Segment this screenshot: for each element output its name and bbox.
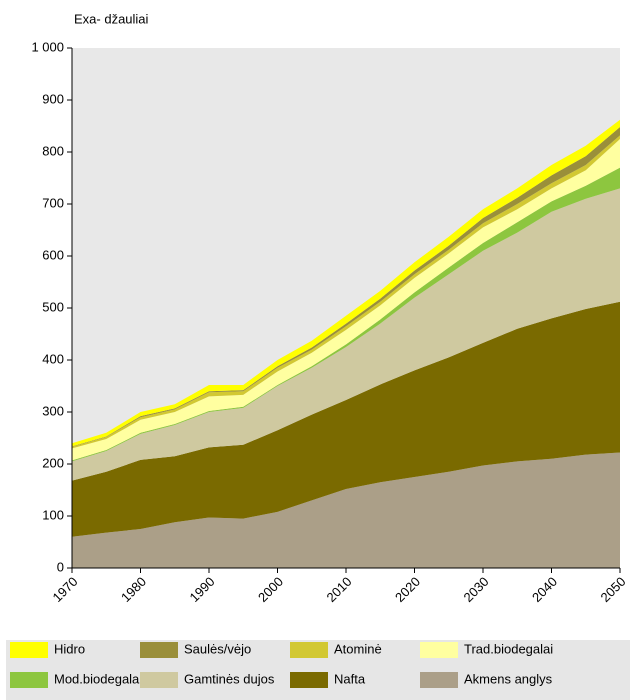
legend-label: Nafta xyxy=(334,671,366,686)
legend-label: Hidro xyxy=(54,641,85,656)
x-tick-label: 2000 xyxy=(255,574,286,605)
y-tick-label: 700 xyxy=(42,195,64,210)
y-tick-label: 800 xyxy=(42,143,64,158)
legend-label: Akmens anglys xyxy=(464,671,553,686)
y-tick-label: 500 xyxy=(42,299,64,314)
legend-swatch xyxy=(290,672,328,688)
area xyxy=(72,188,620,481)
y-tick-label: 200 xyxy=(42,455,64,470)
area xyxy=(72,167,620,462)
x-tick-label: 1970 xyxy=(49,574,80,605)
legend-label: Mod.biodegalai xyxy=(54,671,142,686)
legend-swatch xyxy=(10,642,48,658)
legend-label: Trad.biodegalai xyxy=(464,641,553,656)
legend-swatch xyxy=(10,672,48,688)
legend-swatch xyxy=(140,642,178,658)
y-axis-label: Exa- džauliai xyxy=(74,11,149,26)
y-tick-label: 900 xyxy=(42,91,64,106)
x-tick-label: 1980 xyxy=(118,574,149,605)
area xyxy=(72,452,620,568)
legend-swatch xyxy=(140,672,178,688)
legend-label: Atominė xyxy=(334,641,382,656)
y-tick-label: 400 xyxy=(42,351,64,366)
legend-swatch xyxy=(420,642,458,658)
x-tick-label: 2050 xyxy=(597,574,628,605)
x-tick-label: 2030 xyxy=(460,574,491,605)
y-tick-label: 100 xyxy=(42,507,64,522)
x-tick-label: 1990 xyxy=(186,574,217,605)
legend-label: Saulės/vėjo xyxy=(184,641,251,656)
y-tick-label: 600 xyxy=(42,247,64,262)
legend-swatch xyxy=(420,672,458,688)
x-tick-label: 2020 xyxy=(392,574,423,605)
area xyxy=(72,139,620,461)
legend-swatch xyxy=(290,642,328,658)
area xyxy=(72,301,620,537)
y-tick-label: 0 xyxy=(57,559,64,574)
x-tick-label: 2040 xyxy=(529,574,560,605)
x-tick-label: 2010 xyxy=(323,574,354,605)
legend-label: Gamtinės dujos xyxy=(184,671,275,686)
y-tick-label: 300 xyxy=(42,403,64,418)
y-tick-label: 1 000 xyxy=(31,39,64,54)
